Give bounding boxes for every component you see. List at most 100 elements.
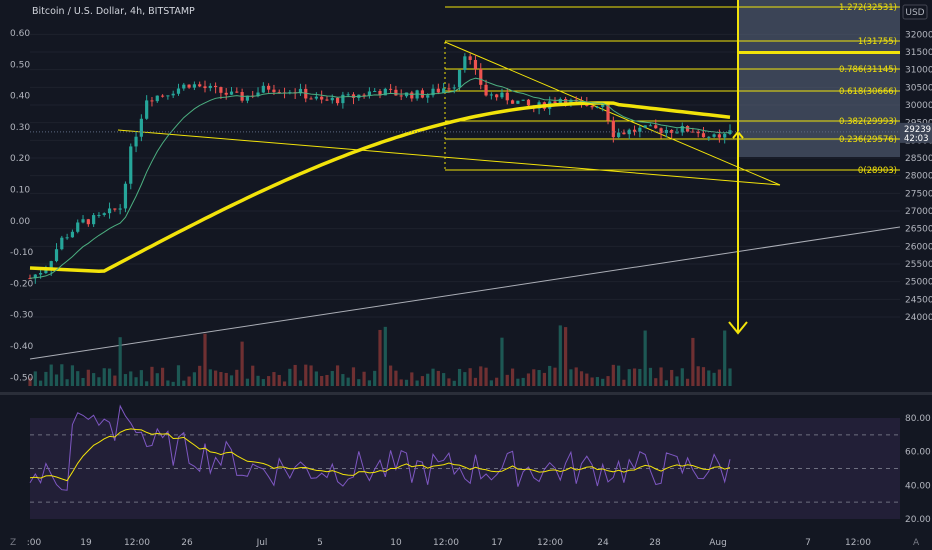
candle-body: [182, 84, 186, 89]
percent-tick-label: 0.20: [10, 154, 30, 164]
candle-body: [399, 95, 403, 97]
ema-line: [29, 77, 731, 279]
volume-bar: [192, 372, 196, 386]
time-axis[interactable]: :00 19 12:00 26 Jul 5 10 12:00 17 12:00 24 28 Aug 7 12…: [27, 538, 871, 548]
volume-bar: [564, 327, 568, 386]
drawings-layer: [29, 0, 901, 360]
candle-body: [558, 98, 562, 104]
candle-body: [171, 93, 175, 96]
price-pane[interactable]: 1.272(32531) 1(31755) 0.786(31145) 0.618(30…: [28, 0, 901, 386]
time-tick-label: Jul: [256, 538, 268, 548]
candle-body: [129, 146, 133, 184]
candle-body: [516, 100, 520, 104]
volume-bar: [532, 369, 536, 386]
candle-body: [659, 128, 663, 134]
price-tick-label: 32000: [905, 30, 932, 40]
price-tick-label: 31500: [905, 48, 932, 58]
candle-body: [155, 95, 159, 102]
candle-body: [320, 96, 324, 100]
volume-bar: [341, 374, 345, 386]
candle-body: [54, 249, 59, 262]
candle-body: [97, 214, 101, 216]
volume-bar: [293, 364, 297, 386]
rsi-tick-label: 40.00: [905, 481, 931, 491]
candle-body: [463, 56, 467, 70]
price-tick-label: 30500: [905, 83, 932, 93]
volume-bar: [214, 370, 218, 386]
volume-bar: [484, 367, 488, 386]
candle-body: [277, 92, 281, 94]
volume-bar: [569, 369, 573, 386]
candle-body: [431, 88, 435, 96]
volume-bar: [176, 365, 181, 386]
currency-button[interactable]: USD: [902, 4, 928, 20]
rsi-tick-label: 60.00: [905, 448, 931, 458]
volume-bar: [373, 370, 377, 386]
volume-bar: [325, 374, 329, 386]
candle-body: [314, 96, 318, 99]
volume-bar: [510, 368, 515, 386]
candle-body: [457, 69, 462, 88]
long-trendline: [29, 226, 901, 360]
volume-bar: [399, 379, 403, 386]
volume-bar: [611, 364, 615, 386]
timezone-z-icon[interactable]: Z: [10, 538, 16, 548]
candle-body: [187, 84, 191, 88]
volume-bar: [282, 381, 287, 386]
candle-body: [219, 87, 223, 93]
pane-separator[interactable]: [0, 392, 932, 395]
candle-body: [298, 88, 303, 94]
volume-bar: [267, 376, 271, 386]
volume-bar: [447, 378, 451, 386]
candle-body: [28, 278, 32, 280]
candle-body: [33, 274, 37, 279]
volume-bar: [123, 374, 128, 386]
volume-bar: [330, 371, 334, 386]
volume-bar: [182, 380, 186, 386]
percent-tick-label: 0.00: [10, 217, 30, 227]
candle-body: [648, 125, 653, 127]
fib-level-label: 1(31755): [858, 37, 897, 47]
volume-bar: [288, 368, 292, 386]
candle-body: [224, 92, 228, 95]
volume-bar: [357, 379, 361, 386]
volume-bar: [707, 370, 711, 386]
fib-level-label: 0.236(29576): [839, 135, 897, 145]
ma-200-line: [29, 101, 731, 274]
volume-bar: [150, 366, 154, 386]
auto-scale-icon[interactable]: A: [913, 538, 920, 548]
price-axis[interactable]: 3200031500310003050030000295002900028500…: [900, 30, 932, 323]
volume-bar: [638, 368, 642, 386]
volume-bar: [92, 373, 96, 386]
time-tick-label: 5: [317, 538, 323, 548]
candle-body: [245, 95, 250, 101]
volume-bar: [28, 377, 32, 386]
candle-body: [134, 136, 138, 147]
volume-bar: [118, 337, 122, 386]
volume-bar: [70, 365, 75, 386]
rsi-line: [29, 404, 731, 491]
percent-tick-label: 0.10: [10, 186, 30, 196]
candle-body: [351, 94, 356, 98]
volume-bar: [712, 372, 716, 386]
volume-bar: [107, 368, 112, 386]
candle-body: [145, 100, 149, 119]
volume-bar: [537, 370, 541, 386]
price-tick-label: 24000: [905, 313, 932, 323]
volume-bar: [367, 380, 371, 386]
candle-body: [113, 208, 117, 210]
volume-bar: [129, 371, 133, 386]
volume-bar: [65, 379, 69, 386]
candle-body: [362, 94, 366, 96]
time-tick-label: 24: [597, 538, 609, 548]
candle-body: [680, 126, 684, 133]
price-tick-label: 27500: [905, 189, 932, 199]
volume-bar: [415, 380, 419, 386]
candle-body: [654, 125, 658, 129]
rsi-pane[interactable]: [29, 404, 900, 519]
candle-body: [208, 85, 212, 89]
fib-retracement: 1.272(32531) 1(31755) 0.786(31145) 0.618(30…: [445, 3, 900, 176]
price-tick-label: 25000: [905, 278, 932, 288]
volume-bar: [664, 380, 668, 386]
